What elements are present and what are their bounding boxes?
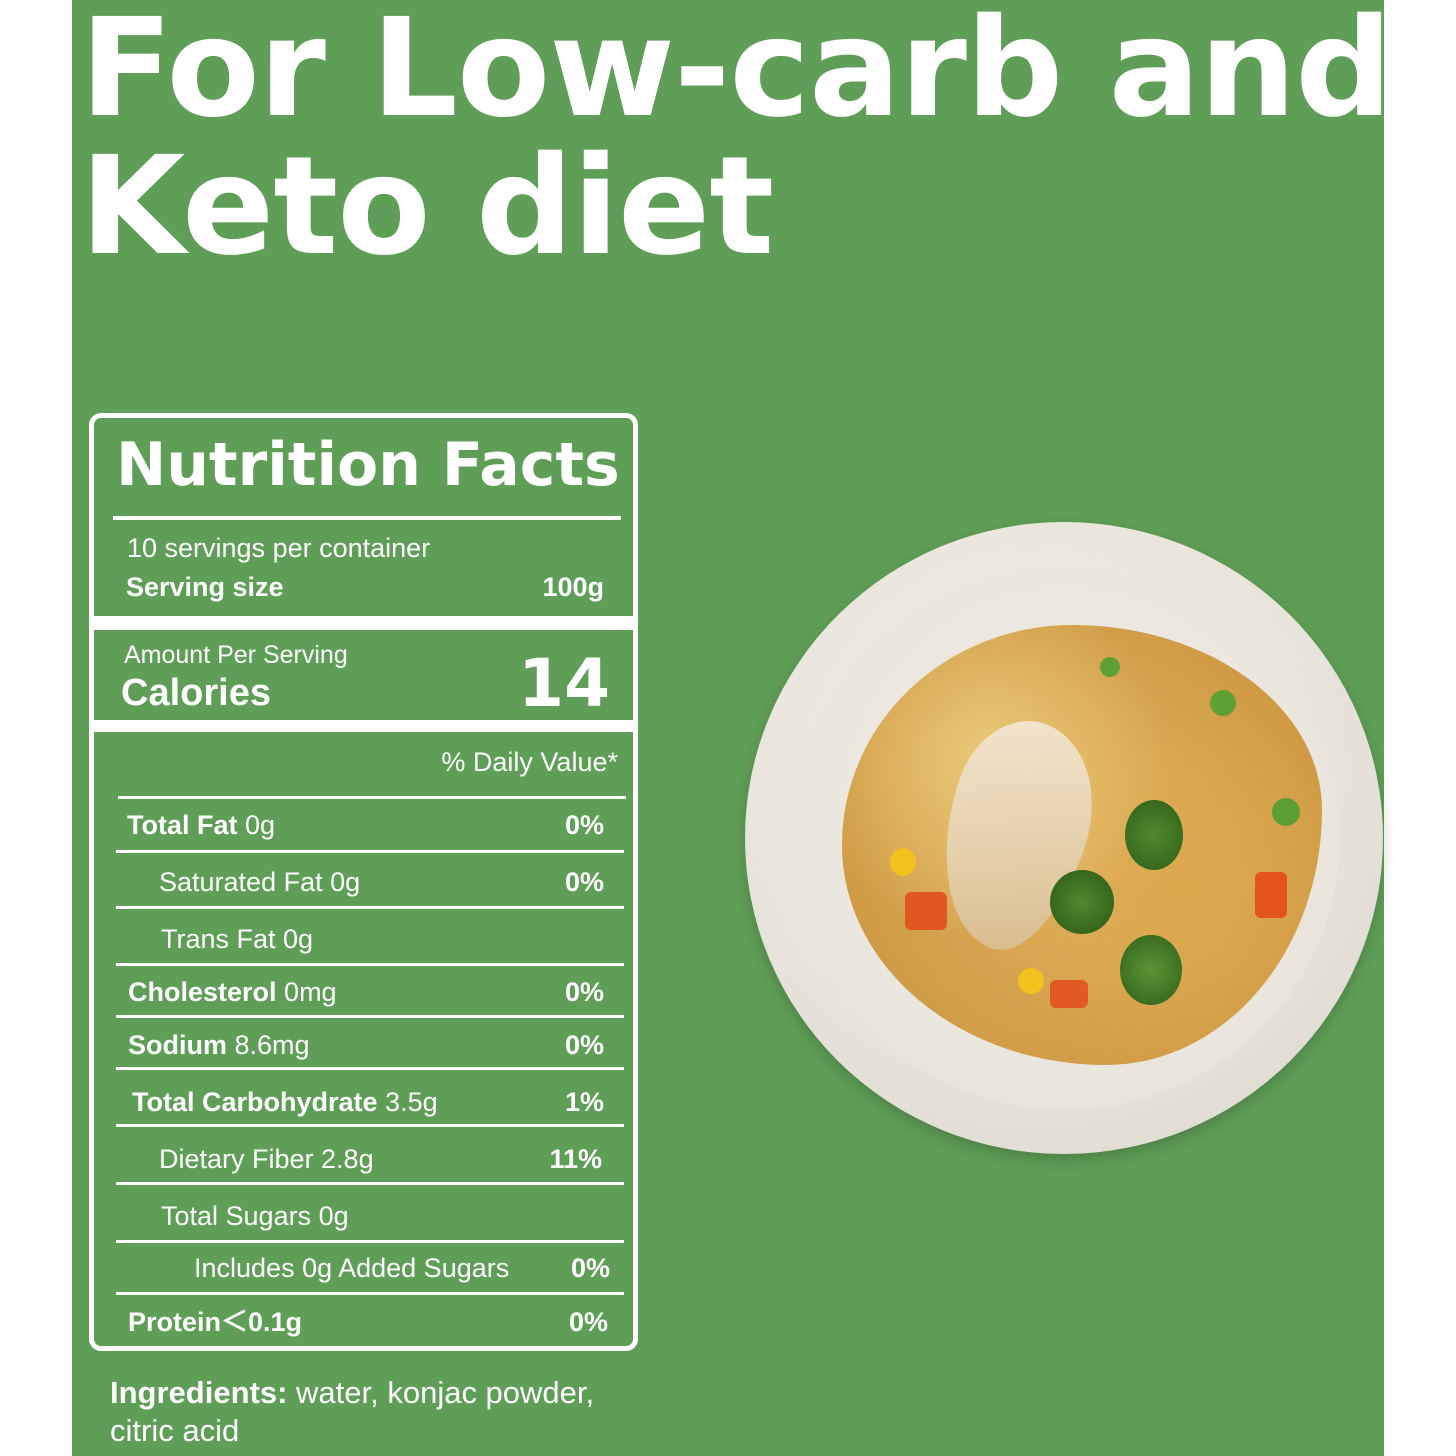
corn bbox=[1018, 968, 1044, 994]
nutrient-row-trans-fat: Trans Fat 0g bbox=[161, 924, 314, 954]
nutrient-row-dietary-fiber: Dietary Fiber 2.8g bbox=[159, 1144, 374, 1174]
divider bbox=[116, 1292, 624, 1295]
nutrient-row-total-fat: Total Fat 0g bbox=[127, 809, 275, 841]
nutrition-facts-label bbox=[89, 413, 638, 1351]
nutrient-amount: ＜0.1g bbox=[221, 1307, 303, 1337]
divider bbox=[116, 850, 624, 853]
nutrient-row-sodium: Sodium 8.6mg bbox=[128, 1029, 310, 1061]
broccoli bbox=[1120, 935, 1182, 1005]
nutrient-amount: 3.5g bbox=[385, 1087, 438, 1117]
divider bbox=[116, 1124, 624, 1127]
broccoli bbox=[1125, 800, 1183, 870]
nutrition-facts-title: Nutrition Facts bbox=[116, 430, 620, 500]
headline-line-2: Keto diet bbox=[80, 128, 774, 286]
ingredients-text: Ingredients: water, konjac powder, bbox=[110, 1374, 594, 1412]
daily-value-percent: 0% bbox=[570, 1253, 610, 1283]
nutrient-name: Cholesterol bbox=[128, 977, 277, 1007]
nutrient-row-added-sugars: Includes 0g Added Sugars bbox=[194, 1253, 510, 1283]
divider bbox=[116, 1067, 624, 1070]
calories-label: Calories bbox=[121, 672, 271, 714]
headline-line-1: For Low-carb and bbox=[80, 0, 1393, 148]
ingredients-list: water, konjac powder, bbox=[287, 1375, 595, 1410]
thick-divider bbox=[89, 616, 638, 630]
daily-value-percent: 0% bbox=[564, 977, 604, 1007]
calories-value: 14 bbox=[518, 645, 610, 722]
pea bbox=[1100, 657, 1120, 677]
serving-size-label: Serving size bbox=[126, 572, 284, 602]
divider bbox=[118, 796, 626, 799]
nutrient-row-total-carbohydrate: Total Carbohydrate 3.5g bbox=[132, 1086, 438, 1118]
headline: For Low-carb and Keto diet bbox=[80, 0, 1393, 286]
nutrient-amount: 8.6mg bbox=[234, 1030, 310, 1060]
nutrient-amount: 0mg bbox=[284, 977, 337, 1007]
daily-value-percent: 0% bbox=[564, 1030, 604, 1060]
carrot bbox=[905, 892, 947, 930]
divider bbox=[116, 1240, 624, 1243]
broccoli bbox=[1050, 870, 1114, 934]
nutrient-row-saturated-fat: Saturated Fat 0g bbox=[159, 867, 361, 897]
ingredients-label: Ingredients: bbox=[110, 1375, 288, 1410]
amount-per-serving: Amount Per Serving bbox=[124, 641, 348, 669]
divider bbox=[113, 516, 621, 520]
servings-per-container: 10 servings per container bbox=[127, 533, 431, 563]
carrot bbox=[1050, 980, 1088, 1008]
serving-size-value: 100g bbox=[542, 572, 604, 602]
daily-value-percent: 11% bbox=[549, 1144, 602, 1174]
nutrient-row-cholesterol: Cholesterol 0mg bbox=[128, 976, 337, 1008]
daily-value-percent: 0% bbox=[564, 810, 604, 840]
daily-value-percent: 0% bbox=[564, 867, 604, 897]
divider bbox=[116, 963, 624, 966]
nutrient-name: Total Carbohydrate bbox=[132, 1087, 378, 1117]
nutrient-name: Total Fat bbox=[127, 810, 238, 840]
nutrient-row-total-sugars: Total Sugars 0g bbox=[161, 1201, 349, 1231]
daily-value-header: % Daily Value* bbox=[441, 747, 618, 777]
nutrient-row-protein: Protein＜0.1g bbox=[128, 1306, 302, 1338]
thick-divider bbox=[89, 720, 638, 732]
divider bbox=[116, 1182, 624, 1185]
carrot bbox=[1255, 872, 1287, 918]
daily-value-percent: 0% bbox=[568, 1307, 608, 1337]
pea bbox=[1210, 690, 1236, 716]
divider bbox=[116, 906, 624, 909]
daily-value-percent: 1% bbox=[564, 1087, 604, 1117]
nutrient-name: Sodium bbox=[128, 1030, 227, 1060]
nutrient-name: Protein bbox=[128, 1307, 222, 1337]
corn bbox=[890, 848, 916, 876]
pea bbox=[1272, 798, 1300, 826]
ingredients-text-line-2: citric acid bbox=[110, 1413, 240, 1448]
nutrient-amount: 0g bbox=[245, 810, 276, 840]
divider bbox=[116, 1015, 624, 1018]
